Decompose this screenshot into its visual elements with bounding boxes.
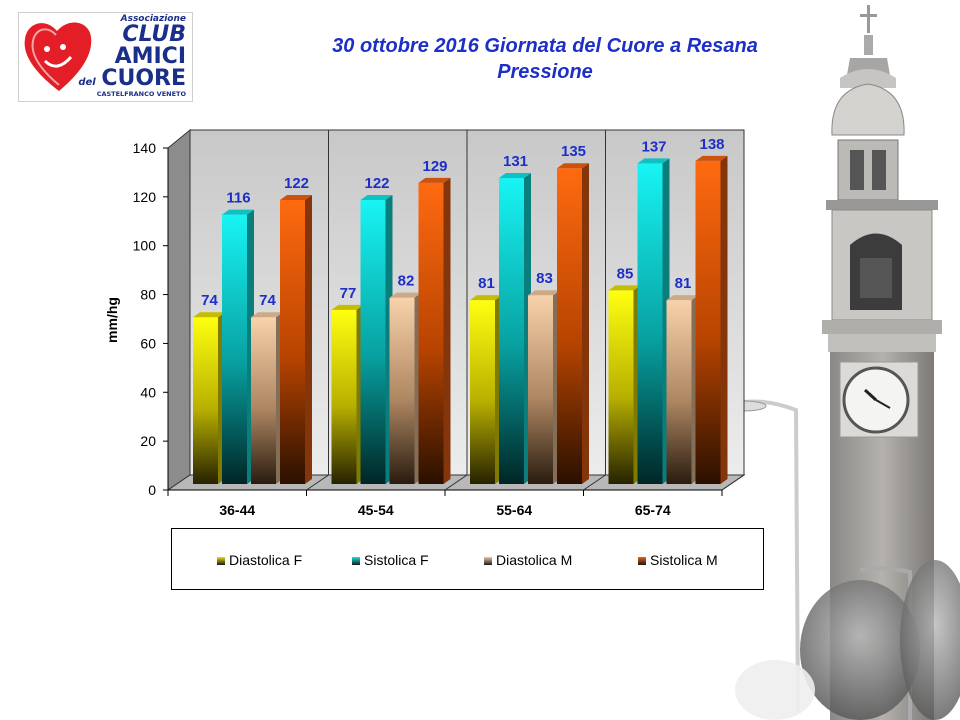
bar-top (470, 295, 502, 301)
bar-side (305, 194, 312, 484)
bar (666, 300, 692, 484)
legend-swatch (638, 557, 646, 565)
legend-item: Diastolica M (484, 552, 572, 568)
data-label: 122 (284, 175, 309, 192)
x-tick-label: 45-54 (358, 502, 394, 518)
bar-top (637, 158, 670, 164)
legend-swatch (217, 557, 225, 565)
logo-city-text: CASTELFRANCO VENETO (96, 90, 186, 98)
bar-top (695, 155, 728, 161)
title-line-2: Pressione (497, 61, 593, 83)
title-line-1: 30 ottobre 2016 Giornata del Cuore a Res… (332, 35, 758, 57)
bar (251, 317, 276, 484)
bar-side (582, 163, 589, 484)
page-title: 30 ottobre 2016 Giornata del Cuore a Res… (250, 33, 840, 85)
bar-top (608, 285, 641, 291)
bar (360, 199, 386, 484)
y-tick-label: 140 (133, 140, 157, 156)
bar (557, 168, 582, 484)
y-tick-label: 100 (133, 238, 157, 254)
group-divider (721, 130, 745, 491)
group-divider (583, 130, 606, 491)
bar (470, 300, 495, 484)
data-label: 74 (201, 292, 218, 309)
bar-top (528, 290, 560, 296)
bar (695, 160, 721, 484)
bar-top (666, 295, 699, 301)
legend-item: Sistolica M (638, 552, 718, 568)
side-wall (167, 128, 191, 491)
group-divider (306, 130, 329, 491)
group-divider (444, 130, 468, 491)
legend-label: Sistolica M (650, 552, 718, 568)
logo-amici-text: AMICI (114, 44, 186, 69)
bar-top (280, 194, 312, 200)
legend-label: Sistolica F (364, 552, 429, 568)
bar-top (360, 194, 393, 200)
bar-top (418, 177, 451, 183)
legend-swatch (484, 557, 492, 565)
data-label: 77 (340, 285, 357, 302)
legend-swatch (352, 557, 360, 565)
data-label: 81 (675, 275, 692, 292)
data-label: 81 (478, 275, 495, 292)
bar (608, 290, 634, 484)
legend-item: Sistolica F (352, 552, 429, 568)
bar (280, 199, 305, 484)
y-axis-label: mm/hg (104, 297, 120, 343)
bar (528, 295, 553, 484)
y-tick-label: 20 (140, 433, 156, 449)
data-label: 122 (364, 175, 389, 192)
legend-label: Diastolica F (229, 552, 303, 568)
bar-top (222, 209, 254, 215)
data-label: 131 (503, 153, 528, 170)
heart-icon (24, 22, 92, 91)
y-tick-label: 60 (140, 335, 156, 351)
x-tick-label: 36-44 (219, 502, 255, 518)
bell-tower-illustration (721, 5, 960, 720)
bar-top (251, 312, 283, 318)
data-label: 129 (422, 158, 447, 175)
data-label: 74 (259, 292, 276, 309)
logo-cuore-text: CUORE (101, 66, 186, 91)
chart-legend: Diastolica F Sistolica F Diastolica M Sisto… (171, 528, 764, 590)
y-tick-label: 40 (140, 384, 156, 400)
bar (331, 309, 357, 484)
bar (389, 297, 415, 484)
y-tick-label: 0 (148, 482, 156, 498)
data-label: 116 (226, 190, 250, 207)
bar-top (331, 304, 364, 310)
bar (418, 182, 444, 484)
data-label: 83 (536, 270, 553, 287)
bar-top (193, 312, 225, 318)
legend-label: Diastolica M (496, 552, 573, 568)
data-label: 135 (561, 143, 586, 160)
data-label: 137 (641, 138, 666, 155)
bar (637, 163, 663, 485)
legend-item: Diastolica F (217, 552, 302, 568)
blood-pressure-chart: 0 20 40 60 80 100 120 140 74 116 74 122 77 122 82 129 8… (104, 128, 746, 518)
x-tick-label: 65-74 (635, 502, 671, 518)
y-tick-label: 120 (133, 189, 157, 205)
bar-top (557, 163, 589, 169)
data-label: 85 (617, 265, 634, 282)
bar-top (499, 172, 531, 178)
bar (499, 177, 524, 484)
bar (193, 317, 218, 484)
bar (222, 214, 247, 484)
club-logo: Associazione CLUB AMICI del CUORE CASTEL… (18, 12, 193, 102)
x-tick-label: 55-64 (496, 502, 532, 518)
bar-side (443, 177, 451, 484)
logo-del-text: del (78, 77, 96, 88)
data-label: 138 (699, 136, 724, 153)
bar-side (720, 155, 728, 484)
bar-top (389, 292, 422, 298)
logo-club-text: CLUB (122, 22, 186, 47)
y-tick-label: 80 (140, 287, 156, 303)
data-label: 82 (398, 273, 415, 290)
logo-association-text: Associazione (120, 14, 186, 24)
